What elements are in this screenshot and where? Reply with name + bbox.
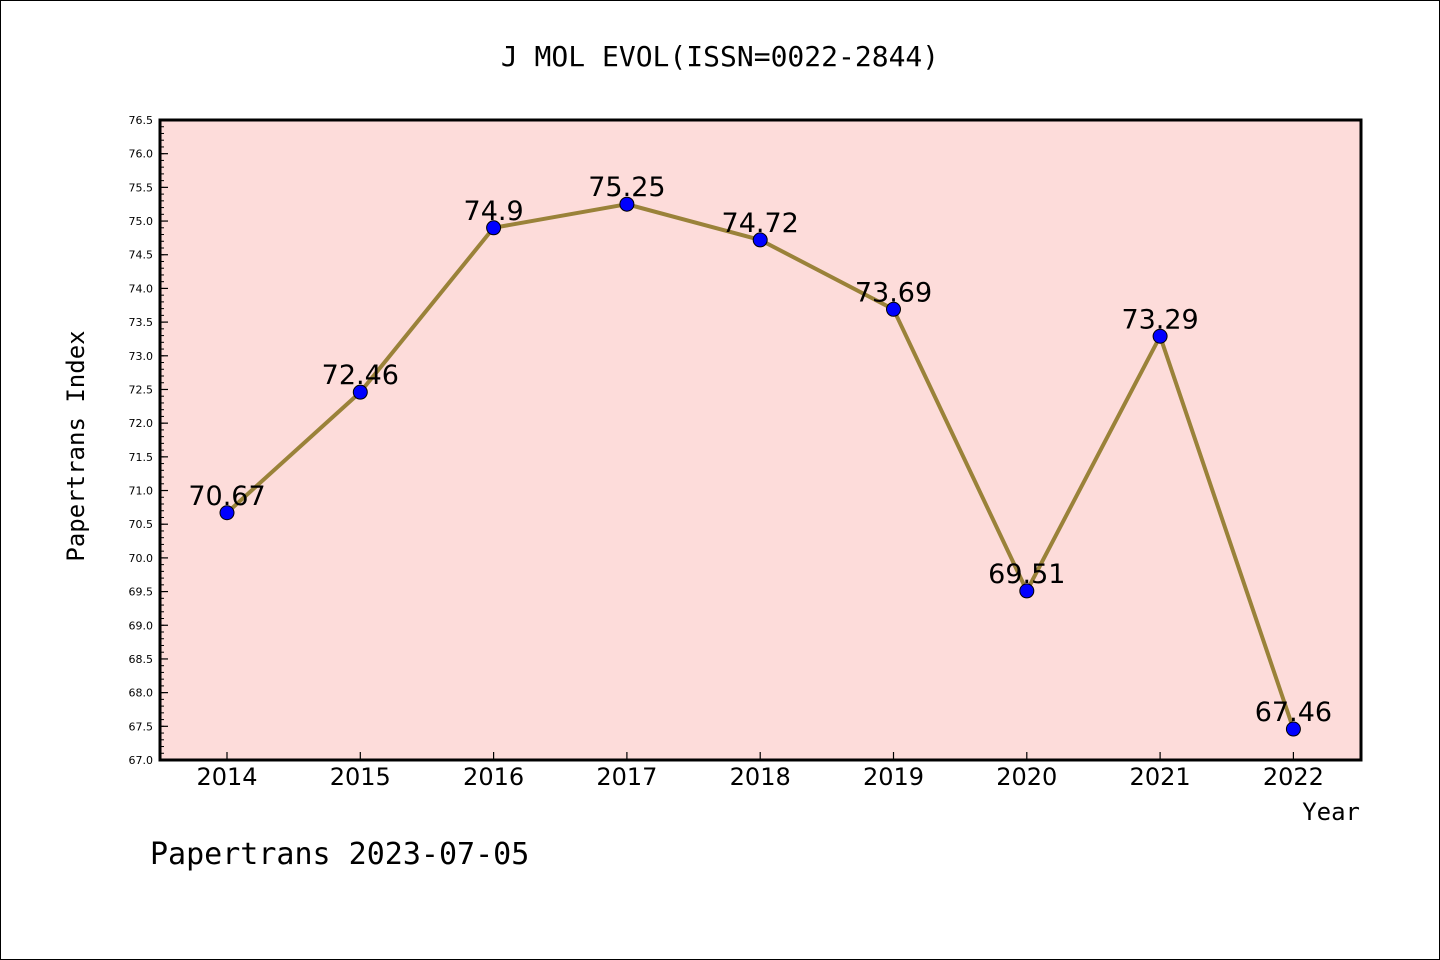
x-tick-label: 2016 <box>463 763 524 791</box>
data-label: 75.25 <box>588 172 665 203</box>
y-tick-label: 70.0 <box>129 552 154 565</box>
plot-area <box>158 118 1363 762</box>
y-tick-label: 74.5 <box>129 249 154 262</box>
y-tick-label: 72.5 <box>129 383 154 396</box>
x-tick-label: 2015 <box>330 763 391 791</box>
x-tick-label: 2014 <box>196 763 257 791</box>
data-label: 72.46 <box>322 360 399 391</box>
y-tick-label: 73.0 <box>129 350 154 363</box>
y-tick-label: 70.5 <box>129 518 154 531</box>
data-label-layer: 70.67 72.46 74.9 75.25 74.72 73.69 69.51 73.29 6… <box>188 172 1332 728</box>
data-label: 74.72 <box>722 208 799 239</box>
x-axis-title: Year <box>1302 798 1360 826</box>
x-tick-label: 2018 <box>730 763 791 791</box>
y-tick-label: 74.0 <box>129 282 154 295</box>
data-point-marker <box>886 301 901 317</box>
data-label: 74.9 <box>464 196 524 227</box>
data-label: 73.69 <box>855 277 932 308</box>
data-label: 67.46 <box>1255 697 1332 728</box>
y-tick-label: 76.5 <box>129 114 154 127</box>
data-label: 69.51 <box>988 559 1065 590</box>
y-axis-title: Papertrans Index <box>62 330 90 561</box>
data-label: 70.67 <box>188 481 265 512</box>
y-tick-label: 68.5 <box>129 653 154 666</box>
x-tick-label: 2021 <box>1130 763 1191 791</box>
y-tick-label: 68.0 <box>129 687 154 700</box>
data-point-marker <box>352 384 368 400</box>
series-layer <box>219 196 1301 737</box>
x-tick-label: 2019 <box>863 763 924 791</box>
data-point-marker <box>486 220 502 236</box>
x-tick-label: 2017 <box>596 763 657 791</box>
data-point-marker <box>1019 583 1035 599</box>
data-point-marker <box>619 196 635 212</box>
y-tick-label: 73.5 <box>129 316 154 329</box>
y-tick-label: 67.5 <box>129 720 154 733</box>
y-tick-label: 69.0 <box>129 619 154 632</box>
data-point-marker <box>752 232 768 248</box>
y-axis: 67.0 67.5 68.0 68.5 69.0 69.5 70.0 70.5 71.0 71.5… <box>129 114 168 767</box>
x-axis: 2014 2015 2016 2017 2018 2019 2020 2021 2022 <box>196 752 1324 791</box>
y-tick-label: 76.0 <box>129 148 154 161</box>
y-tick-label: 67.0 <box>129 754 154 767</box>
y-tick-label: 71.5 <box>129 451 154 464</box>
y-tick-label: 75.5 <box>129 181 154 194</box>
data-point-marker <box>1152 328 1168 344</box>
y-tick-label: 71.0 <box>129 485 154 498</box>
footer-text: Papertrans 2023-07-05 <box>150 837 529 872</box>
y-tick-label: 69.5 <box>129 586 154 599</box>
chart-title: J MOL EVOL(ISSN=0022-2844) <box>501 40 939 73</box>
data-label: 73.29 <box>1121 304 1198 335</box>
data-point-marker <box>219 505 235 521</box>
data-point-marker <box>1285 721 1301 737</box>
y-tick-label: 72.0 <box>129 417 154 430</box>
x-tick-label: 2020 <box>996 763 1057 791</box>
y-tick-label: 75.0 <box>129 215 154 228</box>
x-tick-label: 2022 <box>1263 763 1324 791</box>
